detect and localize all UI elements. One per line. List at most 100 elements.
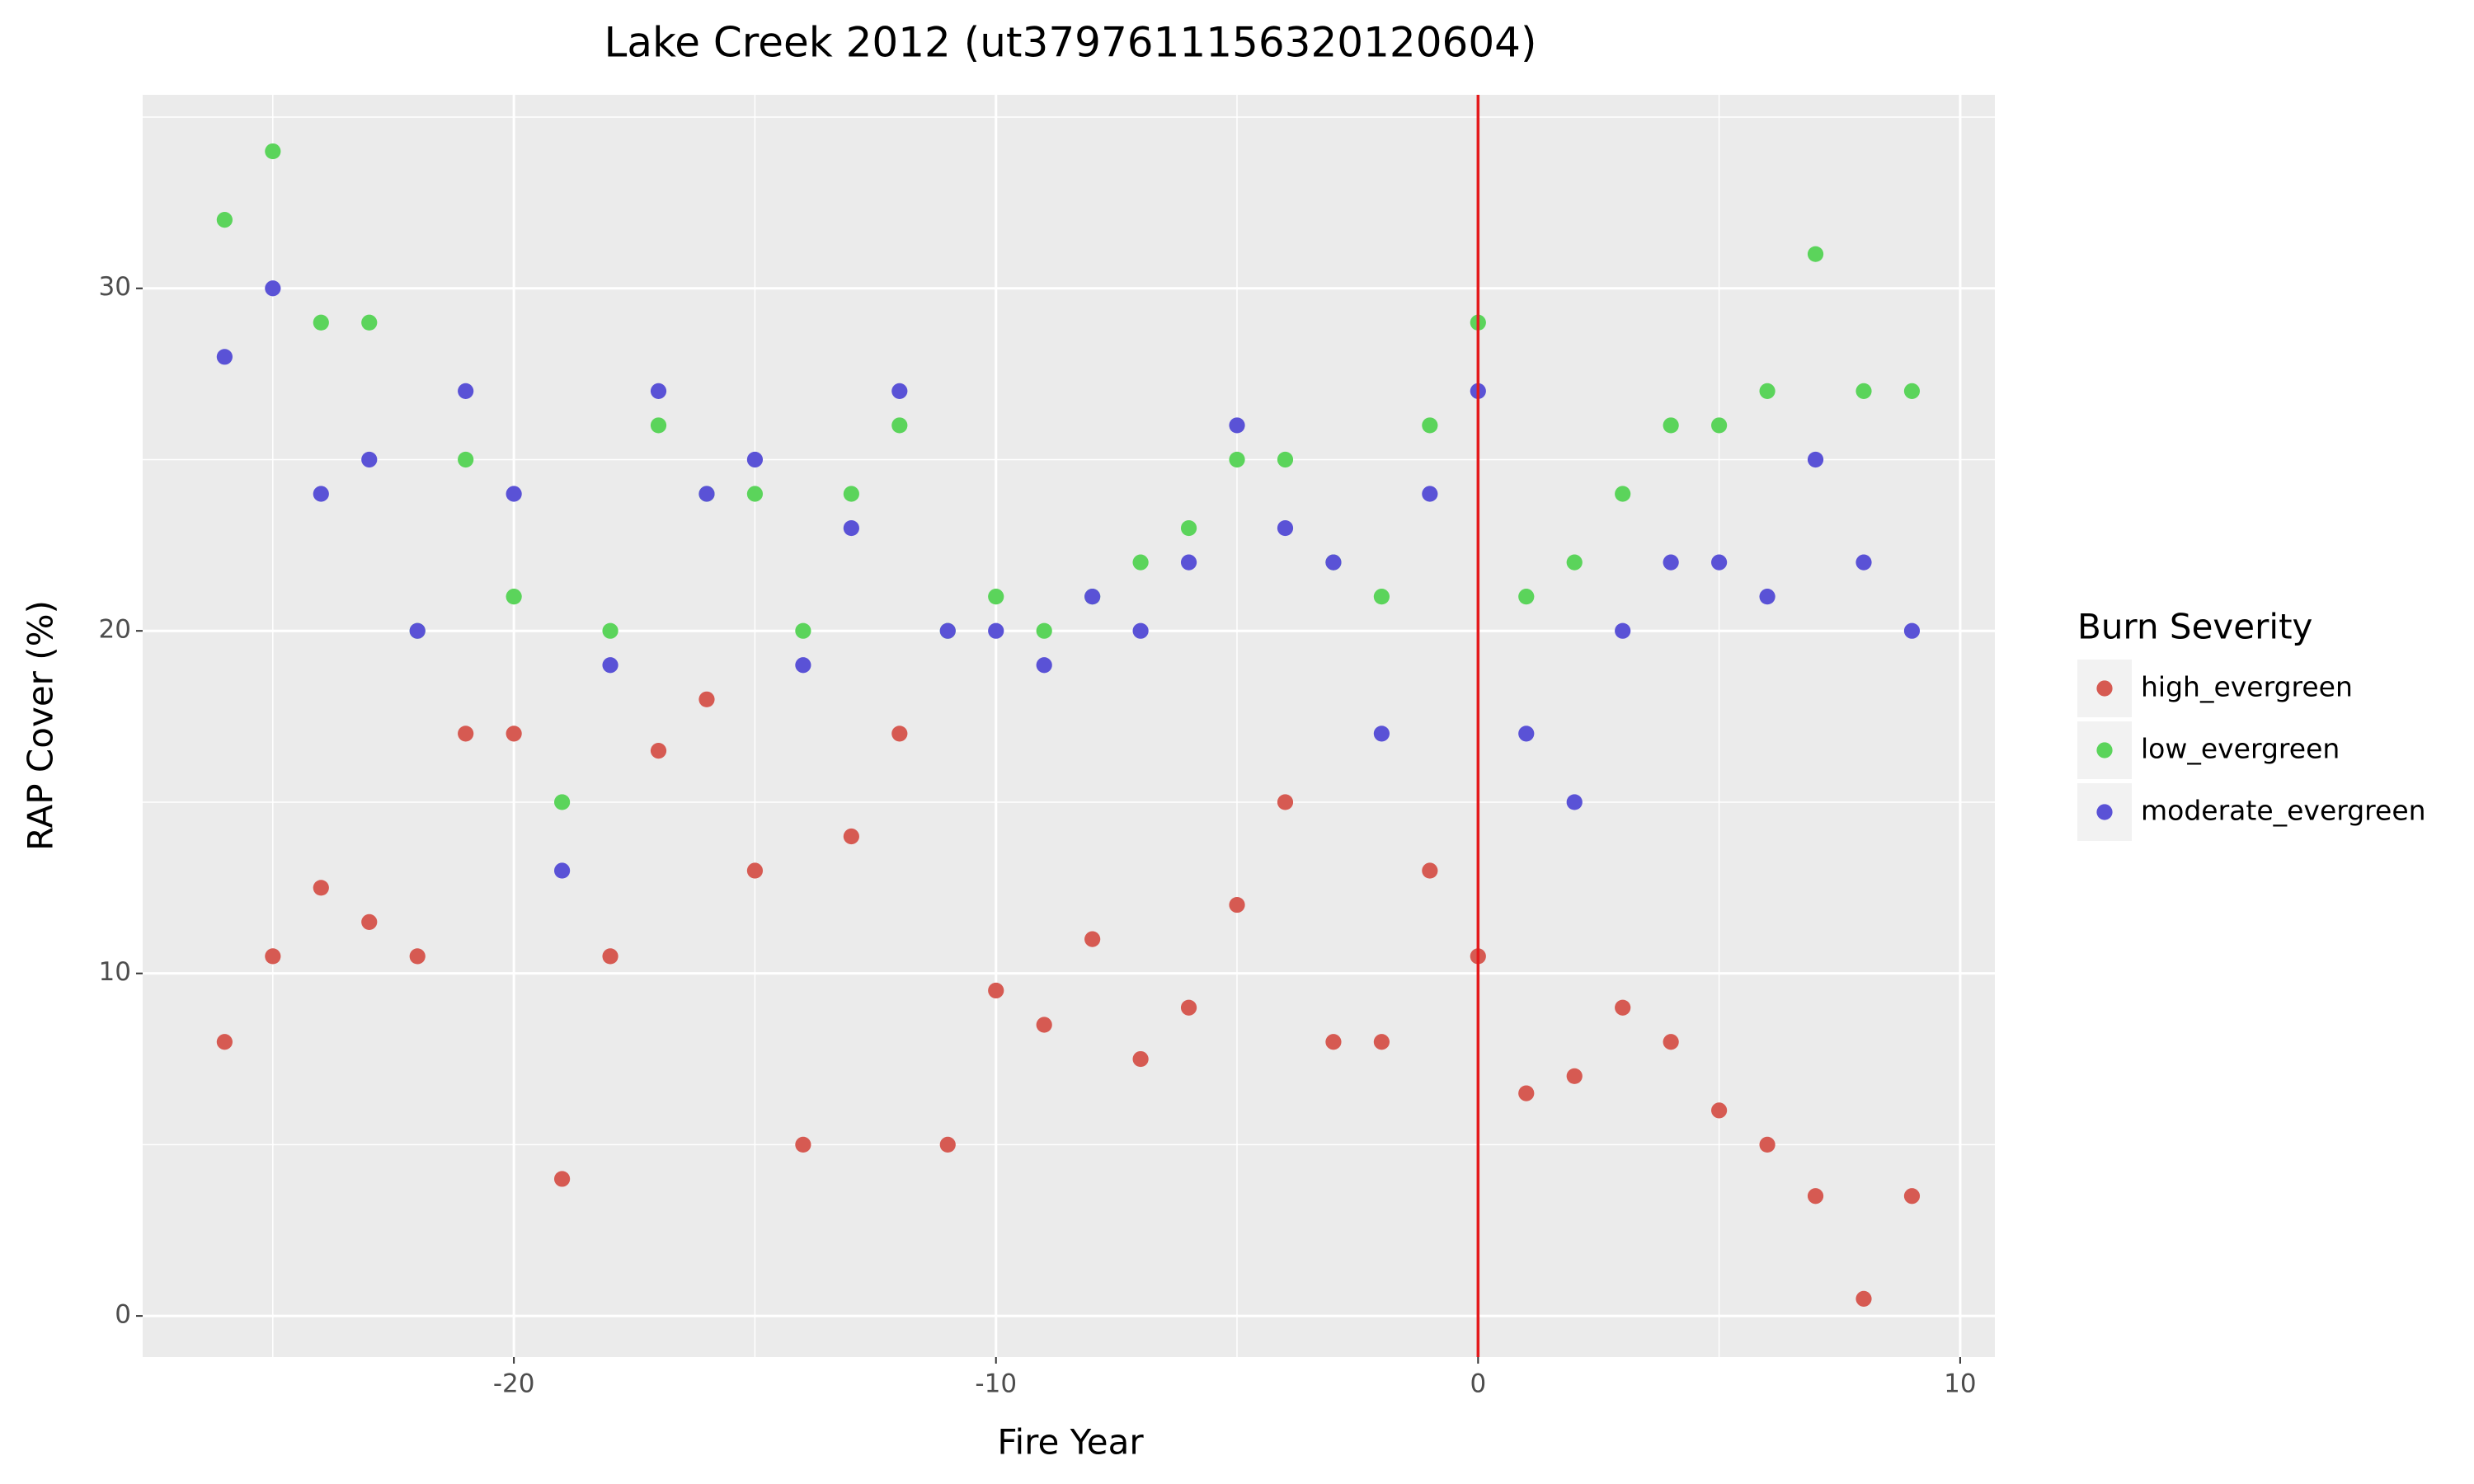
point	[1325, 554, 1342, 571]
point	[506, 486, 522, 502]
point	[1180, 999, 1197, 1016]
point	[361, 913, 378, 930]
point	[1518, 589, 1535, 605]
point	[988, 622, 1004, 639]
point	[1759, 589, 1776, 605]
legend-label: moderate_evergreen	[2141, 795, 2426, 827]
point	[1566, 554, 1583, 571]
point	[553, 862, 571, 879]
point	[313, 314, 329, 331]
point	[1036, 622, 1052, 639]
point	[843, 828, 859, 845]
legend-label: low_evergreen	[2141, 733, 2340, 765]
point	[795, 657, 811, 674]
point	[1903, 622, 1921, 639]
point	[650, 417, 667, 434]
x-tick-label: -20	[493, 1369, 535, 1399]
legend-title: Burn Severity	[2077, 607, 2312, 647]
point	[1036, 1017, 1052, 1033]
point	[1277, 519, 1294, 537]
point	[1615, 999, 1631, 1016]
point	[1229, 896, 1245, 913]
point	[602, 948, 618, 965]
point	[698, 691, 715, 707]
point	[1518, 1085, 1535, 1101]
point	[1711, 1102, 1728, 1119]
y-tick-label: 30	[99, 272, 131, 302]
point	[1229, 417, 1245, 434]
point	[313, 486, 329, 502]
legend-marker	[2096, 742, 2113, 758]
point	[988, 589, 1004, 605]
point	[1132, 554, 1149, 571]
point	[1566, 1068, 1583, 1084]
point	[553, 794, 571, 810]
point	[1903, 383, 1921, 399]
point	[939, 1136, 956, 1153]
point	[1711, 417, 1728, 434]
point	[1807, 1188, 1824, 1205]
point	[746, 451, 764, 468]
point	[602, 622, 618, 639]
point	[1711, 554, 1728, 571]
point	[1615, 486, 1631, 502]
point	[1132, 622, 1149, 639]
point	[458, 726, 474, 742]
point	[843, 519, 859, 537]
legend-marker	[2096, 804, 2113, 820]
point	[1807, 246, 1824, 262]
point	[602, 657, 618, 674]
point	[939, 622, 956, 639]
x-tick-label: 0	[1470, 1369, 1486, 1399]
x-axis-label: Fire Year	[997, 1422, 1144, 1463]
point	[1566, 794, 1583, 810]
point	[265, 143, 281, 160]
point	[1373, 1034, 1390, 1050]
point	[1903, 1188, 1921, 1205]
legend-label: high_evergreen	[2141, 671, 2353, 703]
point	[891, 417, 908, 434]
point	[843, 486, 859, 502]
point	[1084, 589, 1101, 605]
point	[458, 383, 474, 399]
point	[1422, 862, 1438, 879]
point	[1180, 519, 1197, 537]
point	[1084, 931, 1101, 947]
point	[1856, 383, 1872, 399]
point	[891, 383, 908, 399]
point	[361, 451, 378, 468]
point	[1759, 383, 1776, 399]
point	[1807, 451, 1824, 468]
point	[1277, 451, 1294, 468]
point	[1856, 1290, 1872, 1307]
point	[458, 451, 474, 468]
point	[1132, 1050, 1149, 1068]
point	[1422, 417, 1438, 434]
point	[891, 726, 908, 742]
point	[650, 383, 667, 399]
point	[746, 486, 764, 502]
point	[698, 486, 715, 502]
point	[216, 349, 233, 365]
point	[988, 982, 1004, 999]
point	[409, 948, 426, 965]
point	[1759, 1136, 1776, 1153]
point	[1373, 726, 1390, 742]
point	[553, 1171, 571, 1187]
y-tick-label: 0	[115, 1300, 131, 1330]
point	[1518, 726, 1535, 742]
point	[746, 862, 764, 879]
point	[216, 212, 233, 228]
x-tick-label: -10	[975, 1369, 1017, 1399]
point	[1229, 451, 1245, 468]
point	[216, 1034, 233, 1050]
point	[795, 1136, 811, 1153]
x-tick-label: 10	[1944, 1369, 1976, 1399]
chart-title: Lake Creek 2012 (ut3797611156320120604)	[604, 19, 1537, 67]
point	[409, 622, 426, 639]
point	[1036, 657, 1052, 674]
panel	[143, 95, 1995, 1357]
point	[1856, 554, 1872, 571]
point	[1615, 622, 1631, 639]
y-tick-label: 10	[99, 957, 131, 987]
